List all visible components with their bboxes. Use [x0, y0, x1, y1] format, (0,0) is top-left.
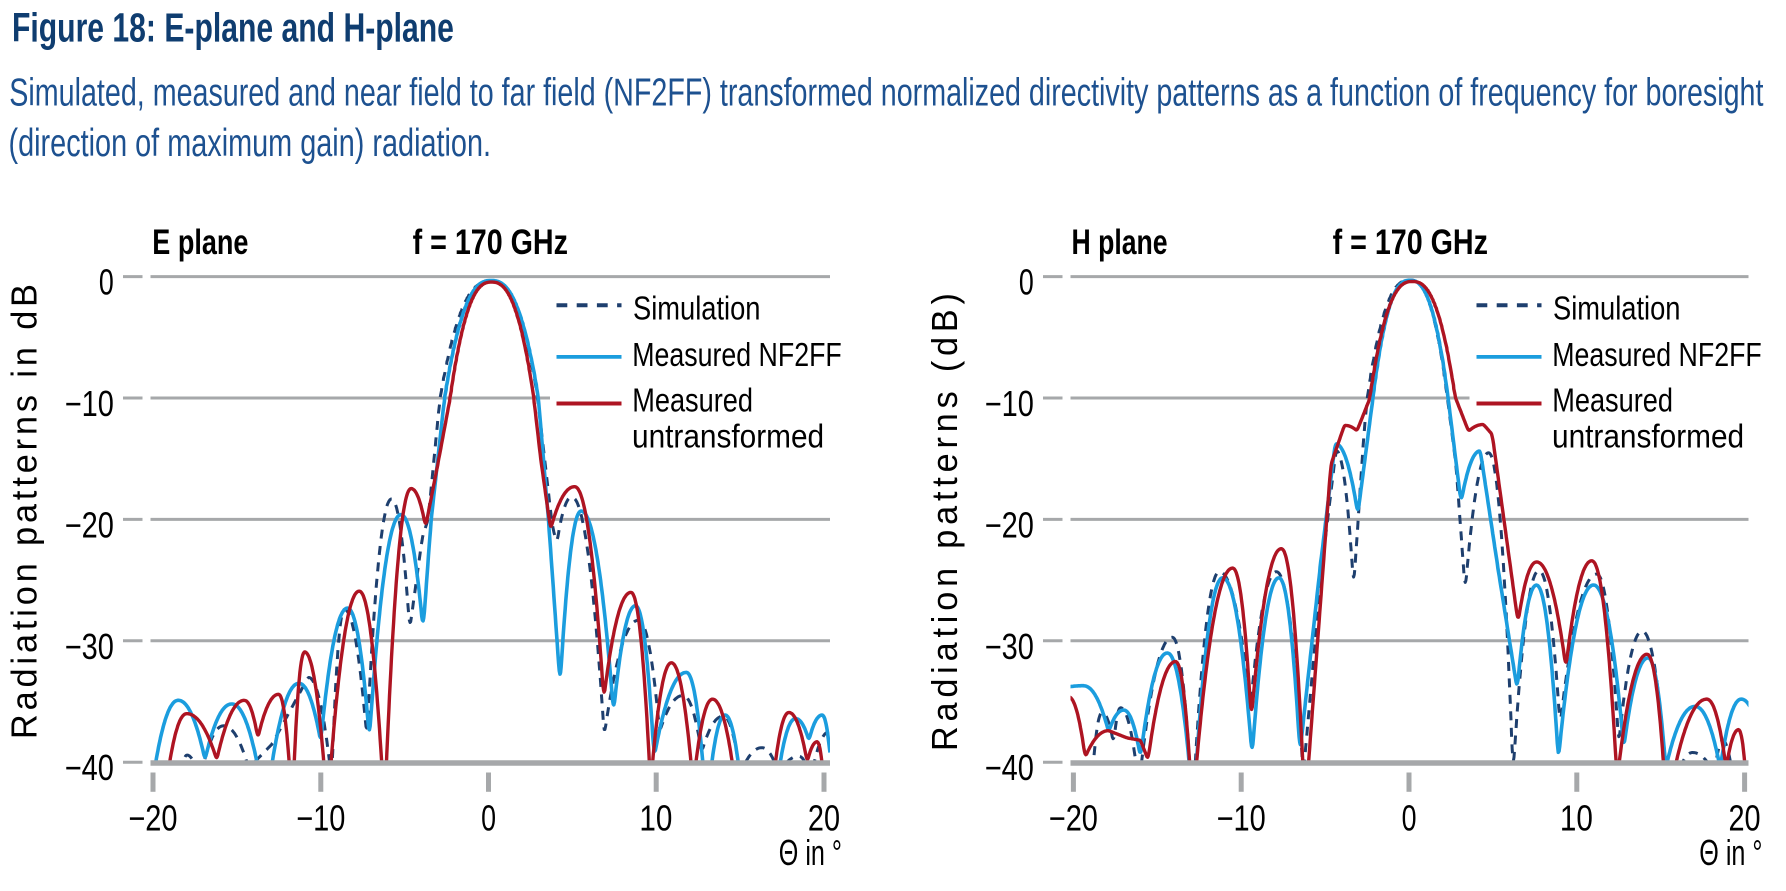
svg-text:0: 0 [481, 797, 496, 838]
svg-text:−20: −20 [985, 504, 1034, 545]
svg-text:20: 20 [1729, 797, 1761, 838]
svg-text:−40: −40 [65, 747, 114, 788]
svg-text:−30: −30 [65, 626, 114, 667]
svg-text:Simulation: Simulation [1553, 290, 1681, 327]
svg-text:−30: −30 [985, 626, 1034, 667]
svg-text:−10: −10 [65, 383, 114, 424]
svg-text:Simulated, measured and near f: Simulated, measured and near field to fa… [9, 71, 1764, 114]
svg-text:Radiation patterns (dB): Radiation patterns (dB) [925, 293, 965, 751]
svg-text:−20: −20 [128, 797, 177, 838]
svg-text:0: 0 [1402, 797, 1417, 838]
svg-text:Radiation patterns in dB: Radiation patterns in dB [5, 284, 45, 739]
svg-text:−10: −10 [296, 797, 345, 838]
svg-text:−10: −10 [1217, 797, 1266, 838]
svg-text:Measured NF2FF: Measured NF2FF [1552, 337, 1762, 373]
svg-text:Simulation: Simulation [633, 290, 761, 327]
svg-text:untransformed: untransformed [1552, 417, 1744, 455]
svg-text:−40: −40 [985, 747, 1034, 788]
svg-text:E plane: E plane [152, 221, 248, 262]
svg-text:−10: −10 [985, 383, 1034, 424]
svg-text:−20: −20 [1049, 797, 1098, 838]
svg-text:0: 0 [1019, 262, 1034, 303]
svg-text:f = 170 GHz: f = 170 GHz [1333, 222, 1488, 262]
svg-text:f = 170 GHz: f = 170 GHz [413, 222, 568, 262]
svg-text:Measured: Measured [632, 382, 753, 419]
svg-text:Figure 18: E-plane and H-plane: Figure 18: E-plane and H-plane [12, 4, 454, 51]
svg-text:20: 20 [808, 797, 840, 838]
svg-text:H plane: H plane [1072, 222, 1168, 262]
svg-text:Θ in °: Θ in ° [1699, 833, 1762, 874]
svg-text:10: 10 [1560, 798, 1593, 838]
svg-text:−20: −20 [65, 504, 114, 545]
svg-text:Θ in °: Θ in ° [779, 833, 842, 874]
svg-text:10: 10 [639, 798, 672, 838]
svg-text:Measured NF2FF: Measured NF2FF [632, 337, 842, 373]
svg-text:0: 0 [99, 262, 114, 303]
svg-text:untransformed: untransformed [632, 417, 824, 455]
svg-text:(direction of maximum gain) ra: (direction of maximum gain) radiation. [9, 122, 492, 165]
svg-text:Measured: Measured [1552, 382, 1673, 419]
